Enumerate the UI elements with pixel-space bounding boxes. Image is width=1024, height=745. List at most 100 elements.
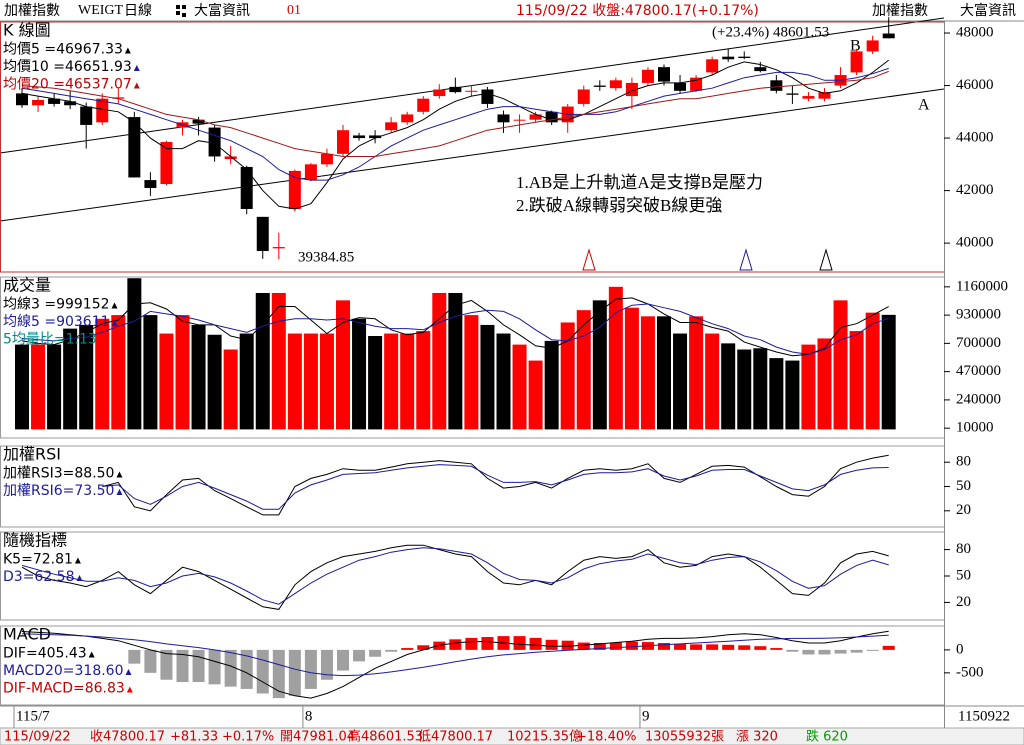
series-line [21,303,889,355]
histogram-bar [770,648,783,650]
histogram-bar [593,642,606,650]
volume-bar [785,360,800,430]
candle-body [272,247,285,249]
candle-body [369,135,382,139]
series-line [21,297,889,357]
histogram-bar [449,639,462,650]
legend-marker [116,471,123,478]
candle-body [353,135,366,139]
panel-title: 加權RSI [3,445,61,464]
candle-body [449,86,462,93]
candle-body [882,33,895,39]
header-period[interactable]: 日線 [124,3,152,19]
y-tick-label: 470000 [956,363,1001,379]
status-open: 開47981.04 [280,730,355,745]
histogram-bar [690,644,703,650]
candle-body [866,40,879,52]
volume-bar [336,300,350,430]
histogram-bar [144,649,157,673]
volume-bar [705,333,720,430]
histogram-bar [385,649,398,652]
legend-marker [76,575,83,581]
legend-label: 均線3 =999152 [3,297,110,313]
candle-body [192,119,205,124]
candle-body [545,111,558,123]
histogram-bar [577,642,590,650]
volume-bar [801,344,816,430]
y-tick-label: 40000 [956,235,994,251]
volume-bar [496,333,511,430]
histogram-bar [609,642,622,650]
volume-bar [560,322,575,430]
series-line [21,59,890,210]
volume-bar [95,318,110,430]
status-up: 漲 320 [736,730,778,745]
volume-bar [528,360,543,430]
volume-bar [384,333,399,430]
candle-body [417,98,430,112]
y-tick-label: 46000 [956,77,994,93]
volume-bar [239,333,254,430]
histogram-bar [353,649,366,662]
y-tick-label: 20 [956,502,971,518]
candle-body [593,85,606,87]
series-line [21,70,889,157]
candle-body [497,114,510,123]
volume-bar [143,315,158,430]
candle-body [304,164,317,181]
volume-bar [79,324,94,430]
y-tick-label: 20 [956,594,971,610]
legend-label: 均價5 =46967.33 [3,41,123,58]
volume-bar [191,324,206,430]
candle-body [288,170,301,209]
status-change: +81.33 [170,730,218,745]
candle-body [64,101,77,106]
histogram-bar [674,643,687,650]
candle-body [802,96,815,99]
volume-bar [127,278,142,430]
y-tick-label: 240000 [956,391,1001,407]
volume-ratio: 5均量比=1.13 [3,332,97,348]
candle-body [513,119,526,121]
histogram-bar [706,644,719,650]
volume-bar [368,335,383,430]
histogram-bar [738,645,751,650]
signal-marker [819,248,833,271]
legend-marker [125,669,132,675]
candle-body [786,93,799,95]
line-label: B [850,38,861,55]
status-low: 低47800.17 [418,730,493,745]
candle-body [240,166,253,209]
volume-bar [448,292,463,430]
note: 1.AB是上升軌道A是支撐B是壓力 [516,173,763,192]
legend-label: 加權RSI6=73.50 [3,483,114,499]
volume-bar [47,344,62,430]
volume-bar [432,292,447,430]
histogram-bar [192,649,205,683]
histogram-bar [834,649,847,654]
y-tick-label: 700000 [956,335,1001,351]
candle-body [738,56,751,58]
legend-marker [126,686,133,693]
panel-title: K 線圖 [3,21,51,40]
volume-bar [865,312,880,430]
y-tick-label: 48000 [956,24,994,40]
candle-body [690,77,703,91]
status-amount-pct: +18.40% [576,730,636,745]
y-tick-label: 10000 [956,420,994,436]
histogram-bar [545,639,558,650]
histogram-bar [240,649,253,689]
series-line [21,630,889,699]
histogram-bar [160,649,173,680]
candle-body [208,127,221,157]
histogram-bar [818,649,831,655]
trendline-b [0,17,945,154]
histogram-bar [369,649,382,657]
histogram-bar [176,649,189,683]
series-line [21,633,889,677]
